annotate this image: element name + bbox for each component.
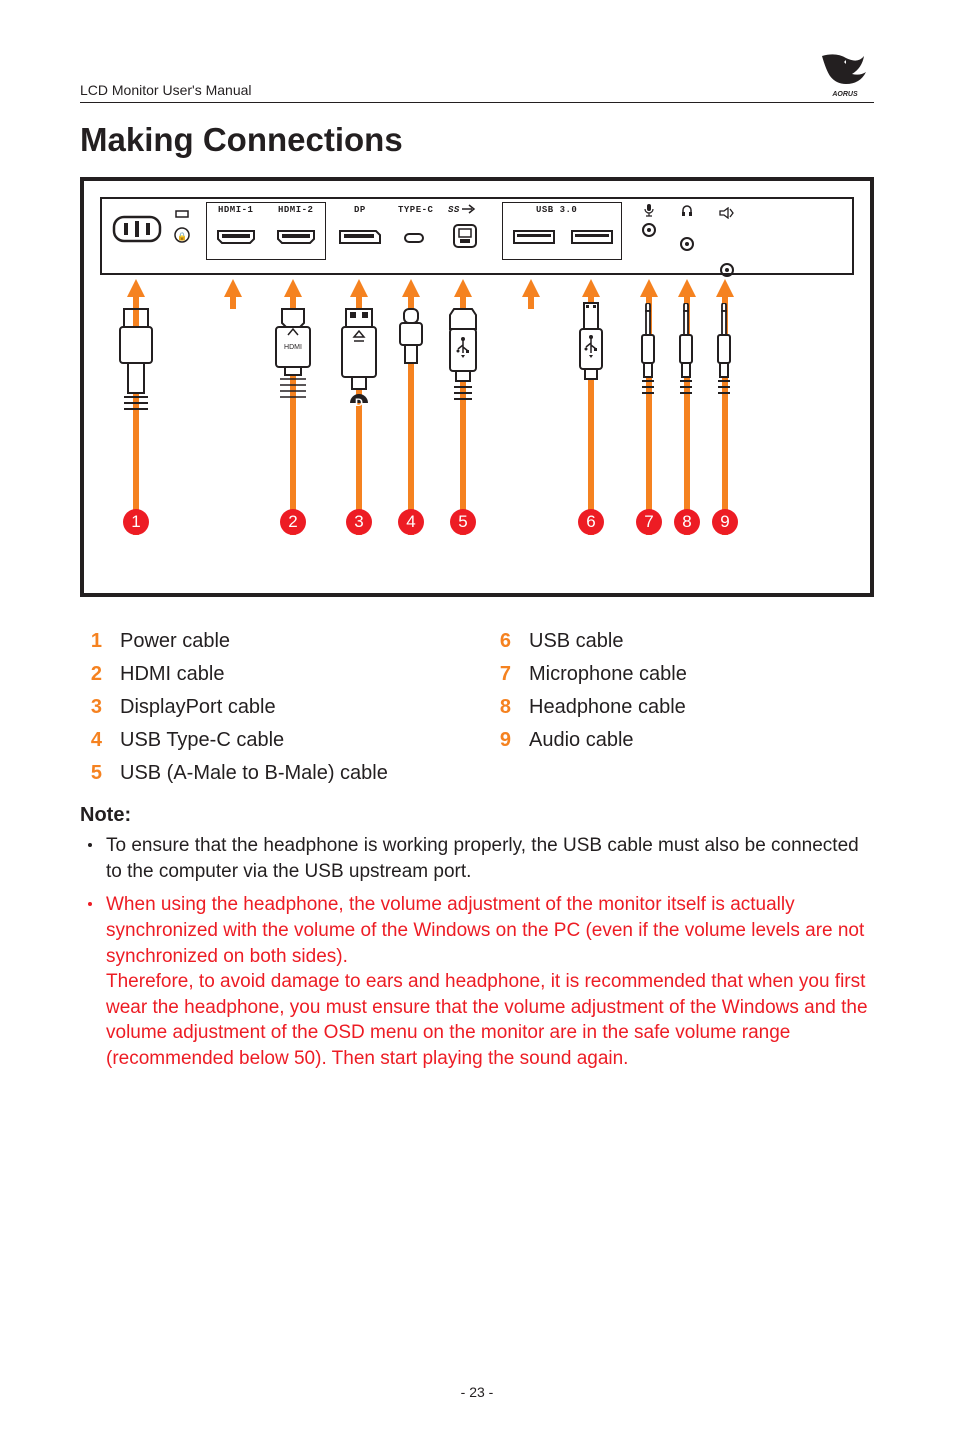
legend-item: 9 Audio cable	[497, 724, 866, 757]
legend-num: 6	[497, 625, 511, 658]
legend: 1 Power cable 2 HDMI cable 3 DisplayPort ca…	[88, 625, 866, 790]
monitor-back-panel: 🔒 HDMI-1 HDMI-2 DP TYPE-C SS USB 3.0	[100, 197, 854, 275]
legend-item: 2 HDMI cable	[88, 658, 457, 691]
hdmi2-label: HDMI-2	[278, 205, 313, 215]
legend-num: 7	[497, 658, 511, 691]
diagram-badge: 1	[123, 509, 149, 535]
ss-label: SS	[448, 205, 460, 215]
legend-right-col: 6 USB cable 7 Microphone cable 8 Headphone …	[497, 625, 866, 790]
note-text: When using the headphone, the volume adj…	[106, 892, 874, 1071]
legend-num: 2	[88, 658, 102, 691]
header: LCD Monitor User's Manual AORUS	[80, 50, 874, 103]
usb-ss-arrow-icon	[460, 203, 478, 215]
hdmi1-label: HDMI-1	[218, 205, 253, 215]
legend-num: 8	[497, 691, 511, 724]
audio-out-icon	[718, 207, 734, 219]
usbc-plug-icon	[392, 307, 430, 407]
legend-text: Audio cable	[529, 724, 634, 757]
legend-text: Headphone cable	[529, 691, 686, 724]
diagram-badge: 6	[578, 509, 604, 535]
usb-b-plug-icon	[442, 307, 484, 447]
diagram-badge: 2	[280, 509, 306, 535]
legend-item: 3 DisplayPort cable	[88, 691, 457, 724]
legend-item: 5 USB (A-Male to B-Male) cable	[88, 757, 457, 790]
notes-title: Note:	[80, 804, 874, 827]
usb-a-plug-icon	[572, 301, 610, 431]
legend-text: USB Type-C cable	[120, 724, 284, 757]
svg-text:AORUS: AORUS	[831, 91, 858, 98]
power-socket-icon	[112, 213, 162, 245]
diagram-badge: 8	[674, 509, 700, 535]
usb30-label: USB 3.0	[536, 205, 577, 215]
dp-port-icon	[338, 229, 382, 245]
diagram-badge: 4	[398, 509, 424, 535]
legend-num: 5	[88, 757, 102, 790]
legend-text: USB cable	[529, 625, 624, 658]
legend-num: 1	[88, 625, 102, 658]
mic-icon	[642, 203, 656, 217]
dp-label: DP	[354, 205, 366, 215]
bullet-icon	[88, 843, 92, 847]
notes-section: Note: To ensure that the headphone is wo…	[80, 804, 874, 1072]
usb-port-icon	[512, 229, 556, 245]
dp-plug-icon: D	[336, 307, 382, 457]
header-text: LCD Monitor User's Manual	[80, 82, 252, 98]
note-text-a: When using the headphone, the volume adj…	[106, 894, 864, 966]
legend-text: Power cable	[120, 625, 230, 658]
legend-text: USB (A-Male to B-Male) cable	[120, 757, 388, 790]
mic-jack-icon	[642, 223, 656, 237]
legend-text: HDMI cable	[120, 658, 224, 691]
legend-item: 6 USB cable	[497, 625, 866, 658]
diagram-badge: 5	[450, 509, 476, 535]
legend-left-col: 1 Power cable 2 HDMI cable 3 DisplayPort ca…	[88, 625, 457, 790]
audio-plug-icon	[672, 303, 700, 443]
bullet-icon	[88, 902, 92, 906]
page-number: - 23 -	[0, 1384, 954, 1400]
page-title: Making Connections	[80, 121, 874, 159]
cable-stem	[230, 295, 236, 309]
legend-item: 1 Power cable	[88, 625, 457, 658]
legend-num: 3	[88, 691, 102, 724]
diagram-badge: 9	[712, 509, 738, 535]
note-text: To ensure that the headphone is working …	[106, 833, 874, 884]
svg-text:HDMI: HDMI	[284, 344, 302, 351]
note-item: To ensure that the headphone is working …	[80, 833, 874, 884]
audio-plug-icon	[710, 303, 738, 443]
usb-upstream-port-icon	[450, 221, 480, 251]
typec-label: TYPE-C	[398, 205, 433, 215]
svg-text:🔒: 🔒	[177, 232, 187, 241]
diagram-badge: 3	[346, 509, 372, 535]
headphone-jack-icon	[680, 237, 694, 251]
legend-item: 4 USB Type-C cable	[88, 724, 457, 757]
power-plug-icon	[114, 307, 158, 447]
hdmi-port-icon	[276, 229, 316, 245]
audio-jack-icon	[720, 263, 734, 277]
note-item: When using the headphone, the volume adj…	[80, 892, 874, 1071]
hdmi-port-icon	[216, 229, 256, 245]
diagram-badge: 7	[636, 509, 662, 535]
legend-num: 9	[497, 724, 511, 757]
legend-item: 7 Microphone cable	[497, 658, 866, 691]
cable-stem	[528, 295, 534, 309]
audio-plug-icon	[634, 303, 662, 443]
typec-port-icon	[404, 233, 424, 243]
kensington-lock-icon: 🔒	[172, 209, 192, 249]
aorus-logo-icon: AORUS	[816, 50, 874, 98]
legend-text: Microphone cable	[529, 658, 687, 691]
note-text-b: Therefore, to avoid damage to ears and h…	[106, 971, 868, 1069]
hdmi-plug-icon: HDMI	[268, 307, 318, 447]
legend-text: DisplayPort cable	[120, 691, 276, 724]
headphone-icon	[680, 203, 694, 217]
legend-item: 8 Headphone cable	[497, 691, 866, 724]
connection-diagram: 🔒 HDMI-1 HDMI-2 DP TYPE-C SS USB 3.0	[80, 177, 874, 597]
usb-port-icon	[570, 229, 614, 245]
legend-num: 4	[88, 724, 102, 757]
svg-text:D: D	[355, 397, 363, 409]
